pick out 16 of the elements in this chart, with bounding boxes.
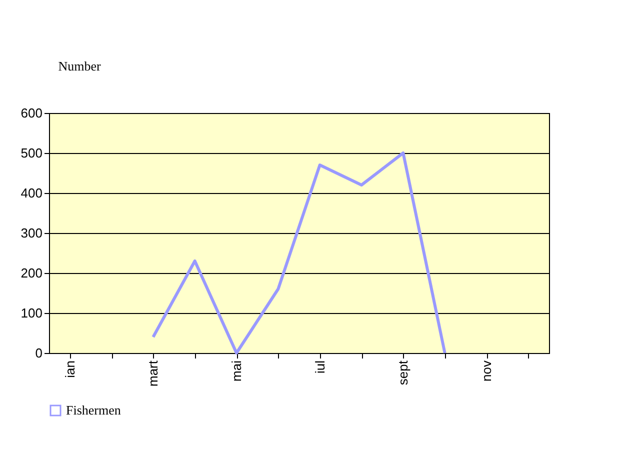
x-tick-label: nov bbox=[479, 360, 494, 382]
x-tick-label: mart bbox=[146, 360, 161, 386]
y-tick-label: 100 bbox=[20, 306, 42, 320]
y-tick-label: 500 bbox=[20, 146, 42, 160]
y-tick-label: 200 bbox=[20, 266, 42, 280]
y-axis-title: Number bbox=[58, 58, 102, 74]
y-tick-label: 300 bbox=[20, 226, 42, 240]
x-tick-label: mai bbox=[229, 360, 244, 382]
x-tick-label: ian bbox=[62, 360, 78, 378]
line-series bbox=[152, 152, 446, 354]
y-tick-label: 400 bbox=[20, 186, 42, 200]
y-tick-label: 600 bbox=[20, 106, 42, 120]
legend-label: Fishermen bbox=[66, 402, 122, 418]
x-tick-label: iul bbox=[312, 360, 328, 374]
y-tick-label: 0 bbox=[35, 346, 42, 360]
x-tick-label: sept bbox=[396, 360, 411, 386]
